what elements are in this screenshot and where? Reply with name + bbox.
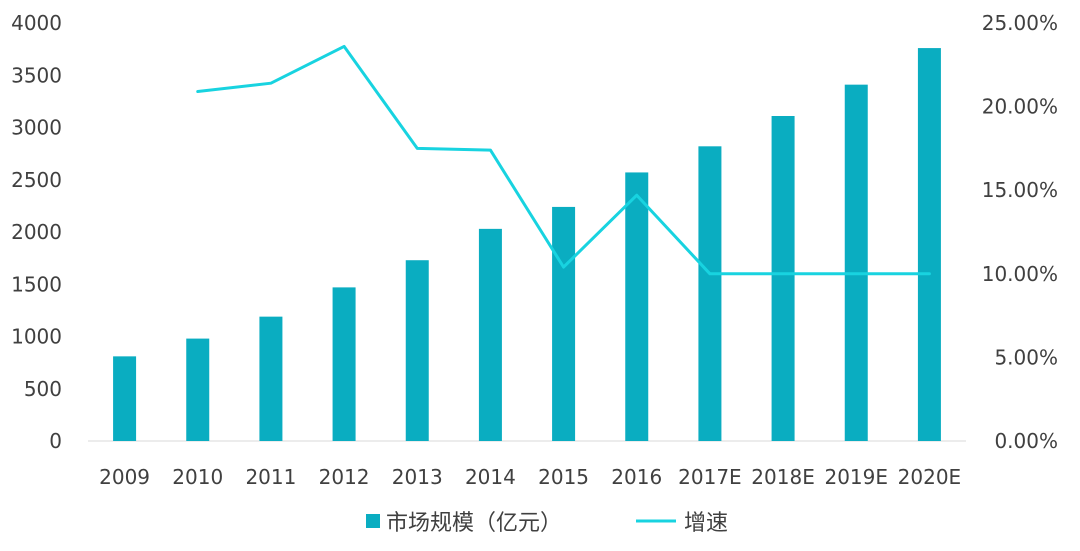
left-y-tick-label: 1500	[11, 272, 62, 296]
x-tick-label: 2019E	[824, 465, 888, 489]
legend-line-label: 增速	[684, 511, 728, 536]
left-y-axis: 0 500 1000 1500 2000 2500 3000 3500 4000	[11, 11, 62, 453]
left-y-tick-label: 3500	[11, 63, 62, 87]
bar	[917, 48, 941, 441]
bar	[259, 316, 283, 441]
bar	[771, 116, 795, 441]
bar	[625, 172, 649, 441]
x-tick-label: 2017E	[678, 465, 742, 489]
legend-bar-swatch	[366, 514, 380, 528]
x-tick-label: 2012	[319, 465, 370, 489]
right-y-tick-label: 5.00%	[994, 345, 1058, 369]
x-tick-label: 2020E	[898, 465, 962, 489]
bar-series	[113, 48, 941, 441]
bar	[698, 146, 722, 441]
x-tick-label: 2015	[538, 465, 589, 489]
legend: 市场规模（亿元） 增速	[366, 511, 728, 536]
x-tick-label: 2009	[99, 465, 150, 489]
left-y-tick-label: 0	[49, 429, 62, 453]
growth-line	[196, 44, 931, 276]
bar	[478, 228, 502, 441]
right-y-axis: 0.00% 5.00% 10.00% 15.00% 20.00% 25.00%	[982, 11, 1058, 453]
right-y-tick-label: 20.00%	[982, 95, 1058, 119]
right-y-tick-label: 25.00%	[982, 11, 1058, 35]
line-series	[196, 44, 931, 276]
bar	[332, 287, 356, 441]
x-tick-label: 2013	[392, 465, 443, 489]
bar	[113, 356, 137, 441]
right-y-tick-label: 15.00%	[982, 178, 1058, 202]
legend-bar-label: 市场规模（亿元）	[386, 511, 562, 536]
x-tick-label: 2011	[245, 465, 296, 489]
bar	[186, 338, 210, 441]
bar	[844, 84, 868, 441]
bar	[552, 206, 576, 441]
left-y-tick-label: 4000	[11, 11, 62, 35]
x-tick-label: 2018E	[751, 465, 815, 489]
left-y-tick-label: 3000	[11, 116, 62, 140]
right-y-tick-label: 0.00%	[994, 429, 1058, 453]
right-y-tick-label: 10.00%	[982, 262, 1058, 286]
left-y-tick-label: 500	[24, 377, 62, 401]
x-axis: 2009 2010 2011 2012 2013 2014 2015 2016 2017E 201…	[99, 465, 961, 489]
left-y-tick-label: 2500	[11, 168, 62, 192]
x-tick-label: 2014	[465, 465, 516, 489]
bar	[405, 260, 429, 441]
x-tick-label: 2010	[172, 465, 223, 489]
x-tick-label: 2016	[611, 465, 662, 489]
left-y-tick-label: 2000	[11, 220, 62, 244]
left-y-tick-label: 1000	[11, 325, 62, 349]
